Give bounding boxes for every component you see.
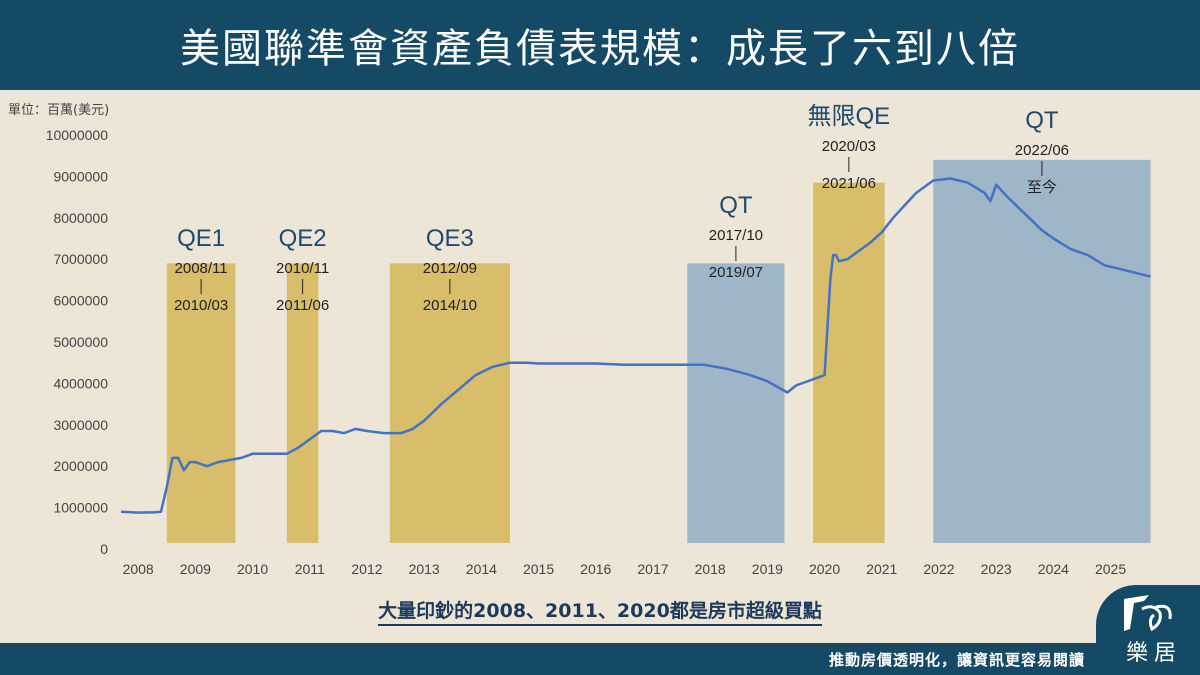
period-label-4: QT — [719, 192, 753, 219]
logo-text: 樂居 — [1126, 641, 1183, 666]
y-tick-label: 6000000 — [53, 293, 108, 309]
x-tick-label: 2021 — [866, 561, 897, 577]
header-bar: 美國聯準會資產負債表規模：成長了六到八倍 — [0, 0, 1200, 90]
y-tick-label: 3000000 — [53, 417, 108, 433]
period-label-3: QE3 — [426, 225, 474, 252]
y-tick-label: 9000000 — [53, 168, 108, 184]
x-tick-label: 2019 — [752, 561, 783, 577]
period-end-date-5: 2021/06 — [822, 175, 876, 192]
y-tick-label: 2000000 — [53, 458, 108, 474]
x-tick-label: 2008 — [123, 561, 154, 577]
x-tick-label: 2010 — [237, 561, 268, 577]
y-tick-label: 5000000 — [53, 334, 108, 350]
x-tick-label: 2025 — [1095, 561, 1126, 577]
period-band-4 — [687, 263, 785, 543]
footer-bar: 推動房價透明化，讓資訊更容易閱讀 — [0, 643, 1200, 675]
y-tick-label: 1000000 — [53, 500, 108, 516]
y-tick-label: 7000000 — [53, 251, 108, 267]
x-tick-label: 2017 — [637, 561, 668, 577]
period-start-date-3: 2012/09 — [423, 260, 477, 277]
x-tick-label: 2011 — [295, 561, 325, 577]
x-tick-label: 2024 — [1038, 561, 1069, 577]
y-tick-label: 0 — [100, 541, 108, 557]
period-end-date-1: 2010/03 — [174, 297, 228, 314]
logo-mark-icon — [1124, 595, 1172, 632]
period-band-2 — [286, 263, 319, 543]
period-end-date-2: 2011/06 — [276, 297, 329, 314]
page-title: 美國聯準會資產負債表規模：成長了六到八倍 — [180, 26, 1020, 72]
x-tick-label: 2015 — [523, 561, 554, 577]
y-axis-unit-label: 單位：百萬(美元) — [8, 103, 110, 118]
period-start-date-4: 2017/10 — [709, 227, 763, 244]
period-label-1: QE1 — [177, 225, 225, 252]
x-tick-label: 2012 — [351, 561, 382, 577]
period-band-3 — [389, 263, 510, 543]
x-tick-label: 2014 — [466, 561, 497, 577]
chart-subtitle-text: 大量印鈔的2008、2011、2020都是房市超級買點 — [378, 600, 822, 626]
period-start-date-5: 2020/03 — [822, 138, 876, 155]
x-tick-label: 2013 — [409, 561, 440, 577]
x-tick-label: 2009 — [180, 561, 211, 577]
period-label-5: 無限QE — [808, 103, 891, 130]
x-tick-label: 2020 — [809, 561, 840, 577]
x-tick-label: 2018 — [695, 561, 726, 577]
x-tick-label: 2023 — [981, 561, 1012, 577]
period-label-6: QT — [1025, 107, 1059, 134]
y-tick-label: 8000000 — [53, 210, 108, 226]
x-tick-label: 2016 — [580, 561, 611, 577]
period-end-date-6: 至今 — [1027, 179, 1057, 196]
period-start-date-2: 2010/11 — [276, 260, 329, 277]
period-end-date-3: 2014/10 — [423, 297, 477, 314]
period-band-1 — [166, 263, 236, 543]
period-band-6 — [933, 159, 1151, 543]
series-line — [120, 177, 1151, 514]
y-tick-label: 10000000 — [46, 127, 109, 143]
chart-subtitle: 大量印鈔的2008、2011、2020都是房市超級買點 — [0, 596, 1200, 626]
period-start-date-6: 2022/06 — [1015, 142, 1069, 159]
x-tick-label: 2022 — [923, 561, 954, 577]
period-start-date-1: 2008/11 — [175, 260, 228, 277]
brand-logo: 樂居 — [1096, 585, 1200, 675]
y-tick-label: 4000000 — [53, 375, 108, 391]
period-end-date-4: 2019/07 — [709, 264, 763, 281]
period-band-5 — [813, 182, 885, 544]
footer-slogan: 推動房價透明化，讓資訊更容易閱讀 — [828, 651, 1085, 669]
period-label-2: QE2 — [279, 225, 327, 252]
